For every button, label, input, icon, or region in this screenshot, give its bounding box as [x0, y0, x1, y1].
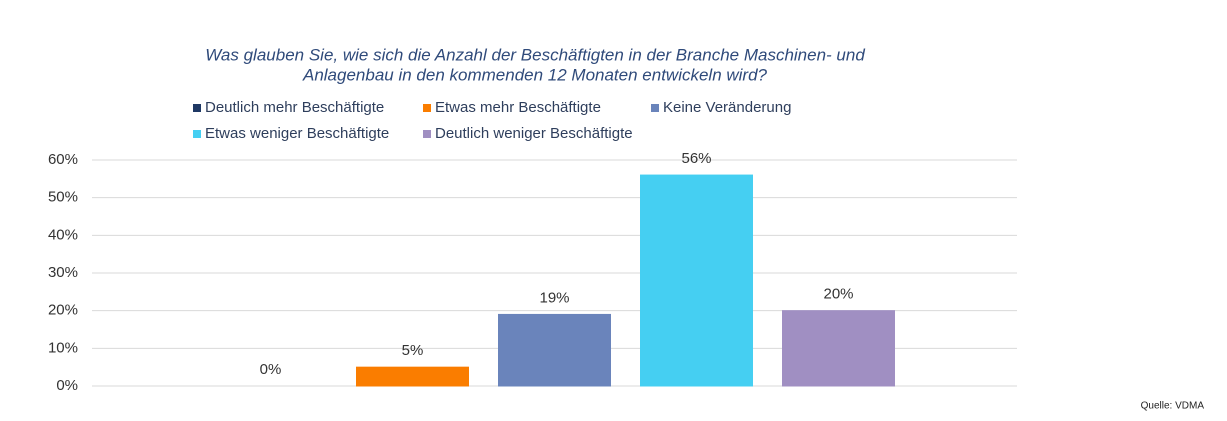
source: Quelle: VDMA [1141, 401, 1205, 412]
legend-label: Deutlich weniger Beschäftigte [435, 125, 633, 142]
y-tick-label: 10% [48, 339, 78, 356]
bar [640, 174, 753, 387]
legend-swatch [423, 104, 431, 112]
value-label: 5% [402, 342, 424, 359]
bar [782, 310, 895, 387]
value-label: 56% [681, 150, 711, 167]
y-tick-label: 50% [48, 189, 78, 206]
legend-label: Etwas weniger Beschäftigte [205, 125, 389, 142]
y-tick-label: 30% [48, 264, 78, 281]
legend-swatch [651, 104, 659, 112]
legend-label: Keine Veränderung [663, 99, 791, 116]
legend-swatch [193, 130, 201, 138]
chart-title: Was glauben Sie, wie sich die Anzahl der… [205, 45, 865, 64]
value-label: 0% [260, 361, 282, 378]
legend-swatch [423, 130, 431, 138]
value-label: 19% [539, 289, 569, 306]
bar [498, 313, 611, 387]
bar [356, 366, 469, 387]
legend-label: Deutlich mehr Beschäftigte [205, 99, 384, 116]
legend-label: Etwas mehr Beschäftigte [435, 99, 601, 116]
y-tick-label: 0% [56, 377, 78, 394]
legend-swatch [193, 104, 201, 112]
chart-title: Anlagenbau in den kommenden 12 Monaten e… [302, 65, 768, 84]
y-tick-label: 40% [48, 226, 78, 243]
value-label: 20% [823, 286, 853, 303]
y-tick-label: 20% [48, 302, 78, 319]
y-tick-label: 60% [48, 151, 78, 168]
